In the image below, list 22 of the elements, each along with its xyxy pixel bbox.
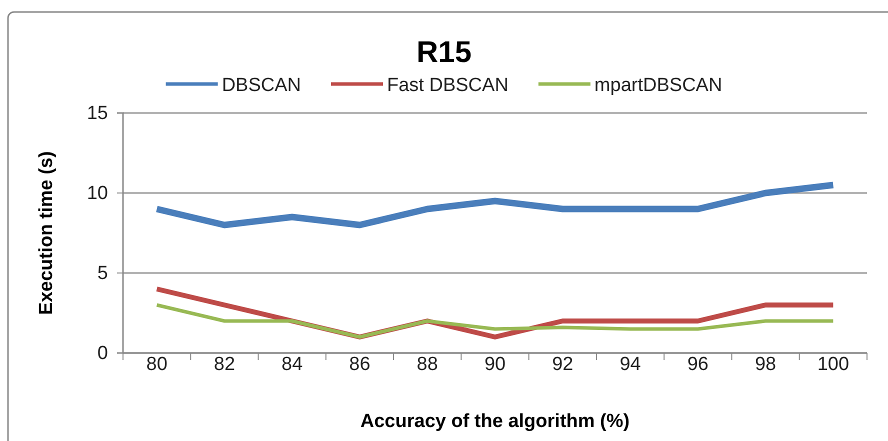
chart-title: R15	[416, 36, 472, 69]
x-tick-label: 92	[552, 354, 574, 375]
legend-label: DBSCAN	[222, 75, 302, 96]
x-tick-label: 86	[349, 354, 370, 375]
y-tick-label: 10	[86, 183, 108, 204]
legend-label: Fast DBSCAN	[387, 75, 508, 96]
x-tick-label: 96	[687, 354, 708, 375]
x-tick-label: 98	[754, 354, 776, 375]
line-series	[155, 303, 835, 339]
y-axis-title: Execution time (s)	[36, 151, 57, 315]
x-tick-label: 100	[817, 354, 850, 375]
x-tick-label: 88	[416, 354, 438, 375]
x-axis-title: Accuracy of the algorithm (%)	[360, 411, 630, 432]
x-tick-label: 94	[620, 354, 642, 375]
y-tick-label: 15	[86, 103, 108, 124]
x-tick-label: 84	[282, 354, 304, 375]
x-tick-label: 80	[146, 354, 168, 375]
x-tick-label: 82	[214, 354, 236, 375]
x-tick-label: 90	[484, 354, 506, 375]
legend-label: mpartDBSCAN	[594, 75, 722, 96]
y-tick-label: 5	[97, 263, 108, 284]
y-tick-label: 0	[97, 343, 108, 364]
